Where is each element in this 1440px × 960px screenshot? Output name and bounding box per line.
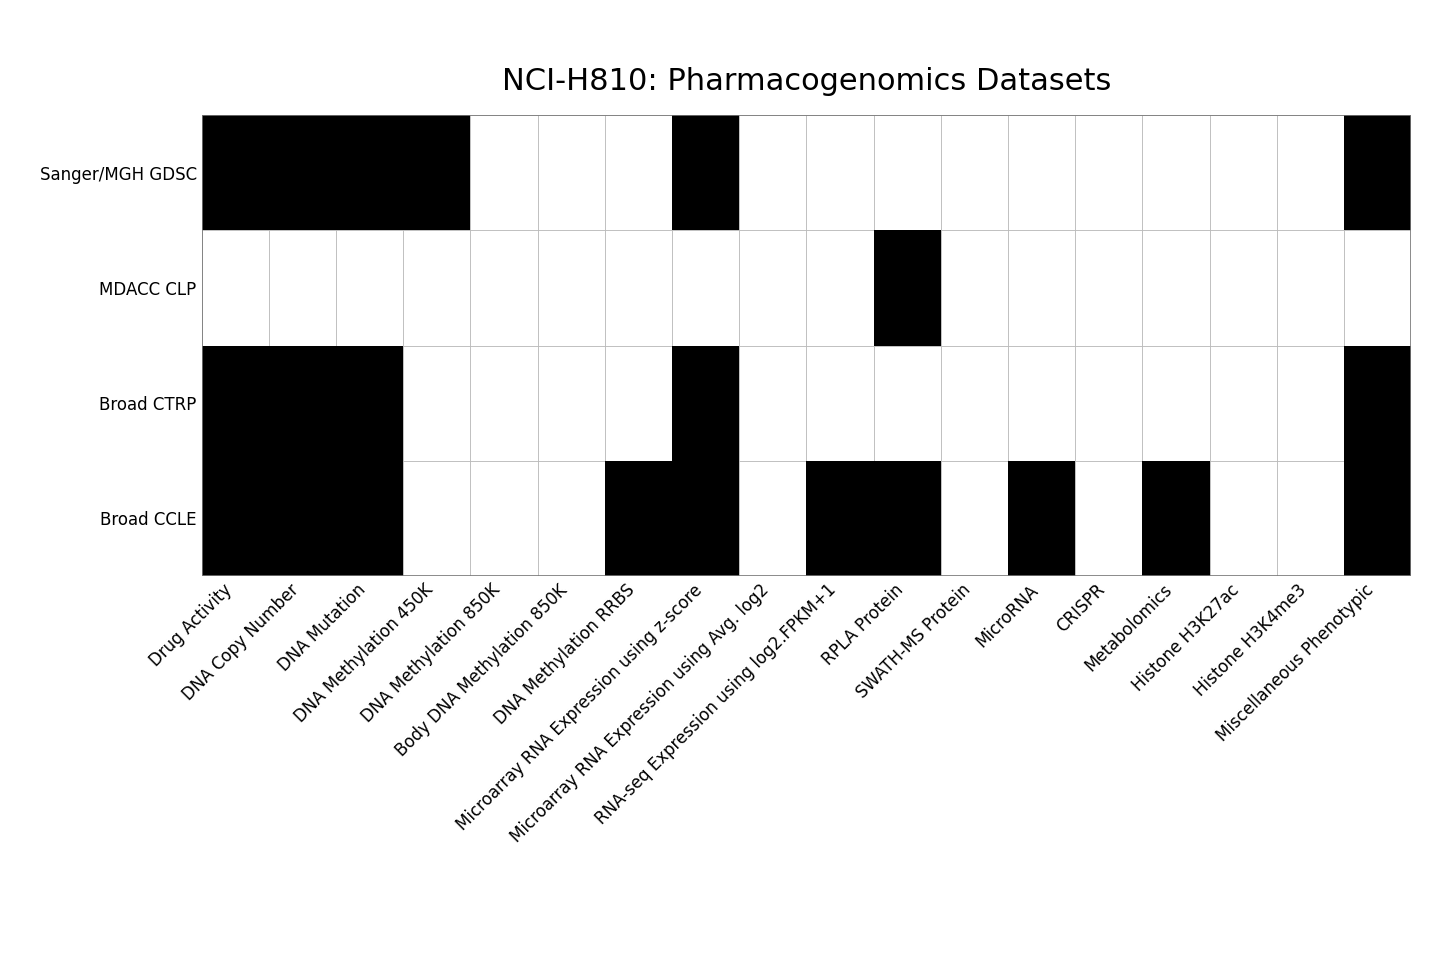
Bar bbox=[403, 115, 471, 230]
Bar bbox=[336, 461, 403, 576]
Bar bbox=[1142, 346, 1210, 461]
Bar bbox=[874, 461, 940, 576]
Bar bbox=[605, 230, 672, 346]
Bar bbox=[403, 115, 471, 230]
Bar bbox=[1210, 115, 1277, 230]
Bar bbox=[537, 461, 605, 576]
Bar bbox=[1142, 461, 1210, 576]
Bar bbox=[202, 346, 269, 461]
Bar bbox=[269, 230, 336, 346]
Bar bbox=[806, 346, 874, 461]
Bar bbox=[202, 461, 269, 576]
Bar bbox=[806, 461, 874, 576]
Bar bbox=[336, 230, 403, 346]
Bar bbox=[1210, 461, 1277, 576]
Bar bbox=[1142, 230, 1210, 346]
Bar bbox=[874, 461, 940, 576]
Title: NCI-H810: Pharmacogenomics Datasets: NCI-H810: Pharmacogenomics Datasets bbox=[501, 67, 1112, 96]
Bar bbox=[1277, 230, 1344, 346]
Bar bbox=[269, 115, 336, 230]
Bar bbox=[672, 115, 739, 230]
Bar bbox=[874, 230, 940, 346]
Bar bbox=[471, 346, 537, 461]
Bar bbox=[1277, 461, 1344, 576]
Bar bbox=[471, 230, 537, 346]
Bar bbox=[672, 461, 739, 576]
Bar bbox=[202, 461, 269, 576]
Bar bbox=[940, 230, 1008, 346]
Bar bbox=[202, 346, 269, 461]
Bar bbox=[1076, 230, 1142, 346]
Bar bbox=[403, 230, 471, 346]
Bar bbox=[605, 461, 672, 576]
Bar bbox=[940, 115, 1008, 230]
Bar bbox=[269, 461, 336, 576]
Bar bbox=[1008, 461, 1076, 576]
Bar bbox=[806, 230, 874, 346]
Bar bbox=[336, 346, 403, 461]
Bar bbox=[806, 461, 874, 576]
Bar bbox=[537, 230, 605, 346]
Bar bbox=[1008, 115, 1076, 230]
Bar bbox=[874, 115, 940, 230]
Bar bbox=[1210, 346, 1277, 461]
Bar bbox=[1076, 461, 1142, 576]
Bar bbox=[471, 115, 537, 230]
Bar bbox=[336, 346, 403, 461]
Bar bbox=[269, 461, 336, 576]
Bar bbox=[336, 115, 403, 230]
Bar bbox=[605, 346, 672, 461]
Bar bbox=[739, 346, 806, 461]
Bar bbox=[672, 230, 739, 346]
Bar bbox=[605, 461, 672, 576]
Bar bbox=[202, 115, 269, 230]
Bar bbox=[1076, 346, 1142, 461]
Bar bbox=[672, 346, 739, 461]
Bar bbox=[269, 346, 336, 461]
Bar bbox=[672, 461, 739, 576]
Bar bbox=[1142, 461, 1210, 576]
Bar bbox=[1277, 115, 1344, 230]
Bar bbox=[1344, 461, 1411, 576]
Bar bbox=[403, 461, 471, 576]
Bar bbox=[202, 230, 269, 346]
Bar bbox=[1344, 230, 1411, 346]
Bar bbox=[471, 461, 537, 576]
Bar bbox=[537, 346, 605, 461]
Bar bbox=[269, 346, 336, 461]
Bar bbox=[1344, 461, 1411, 576]
Bar bbox=[1210, 230, 1277, 346]
Bar bbox=[269, 115, 336, 230]
Bar bbox=[1277, 346, 1344, 461]
Bar bbox=[605, 115, 672, 230]
Bar bbox=[1344, 115, 1411, 230]
Bar bbox=[874, 346, 940, 461]
Bar bbox=[940, 346, 1008, 461]
Bar bbox=[739, 115, 806, 230]
Bar bbox=[874, 230, 940, 346]
Bar bbox=[1344, 115, 1411, 230]
Bar bbox=[1008, 230, 1076, 346]
Bar bbox=[1008, 346, 1076, 461]
Bar bbox=[1076, 115, 1142, 230]
Bar bbox=[336, 115, 403, 230]
Bar bbox=[1142, 115, 1210, 230]
Bar bbox=[672, 346, 739, 461]
Bar bbox=[1008, 461, 1076, 576]
Bar bbox=[672, 115, 739, 230]
Bar bbox=[806, 115, 874, 230]
Bar bbox=[1344, 346, 1411, 461]
Bar bbox=[739, 461, 806, 576]
Bar bbox=[336, 461, 403, 576]
Bar bbox=[739, 230, 806, 346]
Bar bbox=[537, 115, 605, 230]
Bar bbox=[202, 115, 269, 230]
Bar bbox=[403, 346, 471, 461]
Bar bbox=[1344, 346, 1411, 461]
Bar bbox=[940, 461, 1008, 576]
